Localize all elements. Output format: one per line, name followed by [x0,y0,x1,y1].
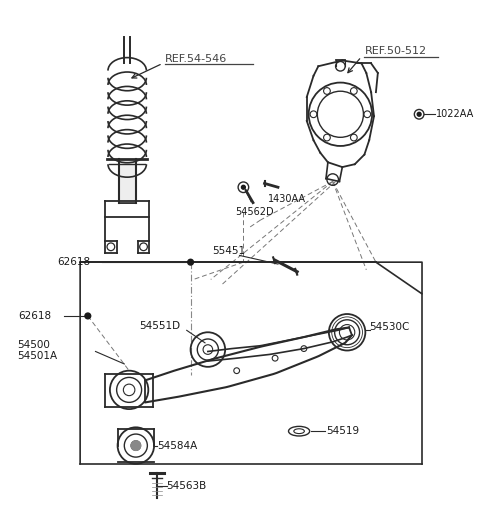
Text: 54584A: 54584A [157,440,197,451]
Circle shape [131,441,141,451]
Text: 54501A: 54501A [17,351,57,361]
Circle shape [85,313,91,319]
Text: REF.54-546: REF.54-546 [165,54,227,63]
Text: 54530C: 54530C [369,322,409,332]
Circle shape [417,112,421,116]
Text: REF.50-512: REF.50-512 [364,46,427,56]
Text: 54551D: 54551D [139,321,180,330]
Circle shape [188,259,193,265]
Text: 62618: 62618 [57,257,90,267]
Text: 1430AA: 1430AA [268,194,306,204]
Text: 1022AA: 1022AA [436,109,475,119]
Text: 54563B: 54563B [167,481,207,491]
Text: 55451: 55451 [213,246,246,256]
Text: 54500: 54500 [17,340,49,350]
Text: 62618: 62618 [19,311,52,321]
Text: 54562D: 54562D [235,207,274,217]
Text: 54519: 54519 [326,426,359,436]
Circle shape [241,185,245,189]
Bar [119,160,136,203]
